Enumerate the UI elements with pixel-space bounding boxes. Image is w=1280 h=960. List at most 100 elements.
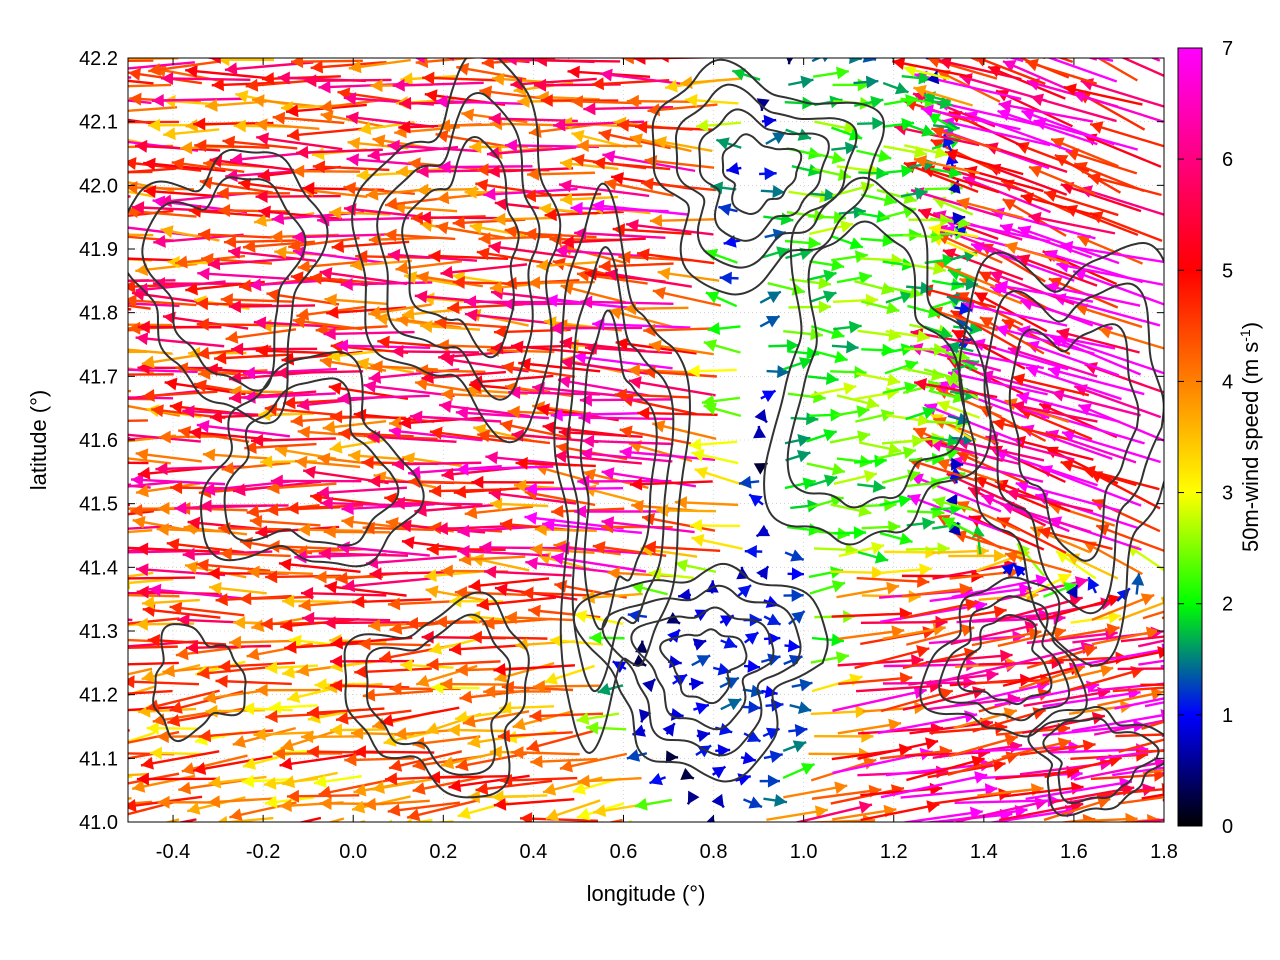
- wind-arrow-shaft: [1090, 773, 1164, 781]
- wind-arrow-head: [99, 658, 111, 671]
- wind-arrow-shaft: [925, 653, 1013, 664]
- wind-arrow: [635, 640, 648, 654]
- wind-arrow-shaft: [185, 280, 265, 292]
- wind-arrow-head: [67, 709, 79, 722]
- wind-arrow-head: [476, 247, 490, 261]
- wind-arrow-head: [1063, 83, 1077, 97]
- wind-arrow-head: [464, 308, 478, 322]
- wind-arrow-shaft: [250, 437, 336, 442]
- wind-arrow-head: [180, 141, 193, 155]
- wind-arrow-head: [542, 518, 555, 532]
- wind-arrow-shaft: [128, 389, 132, 393]
- wind-arrow-head: [141, 596, 155, 610]
- wind-arrow: [591, 199, 690, 216]
- wind-arrow-head: [346, 153, 360, 167]
- wind-arrow-head: [913, 155, 928, 168]
- wind-arrow-shaft: [942, 249, 1024, 281]
- wind-arrow-head: [414, 503, 427, 517]
- wind-arrow-head: [995, 324, 1009, 337]
- wind-arrow-head: [935, 615, 948, 629]
- wind-arrow-shaft: [526, 728, 598, 751]
- wind-arrow: [1161, 772, 1164, 775]
- wind-arrow-head: [695, 119, 709, 133]
- wind-arrow-head: [1219, 747, 1231, 760]
- wind-arrow-head: [834, 781, 848, 795]
- wind-arrow: [1004, 241, 1069, 265]
- wind-arrow: [128, 396, 174, 400]
- wind-arrow-shaft: [987, 65, 1066, 100]
- wind-arrow-head: [439, 399, 452, 413]
- wind-arrow: [415, 58, 482, 69]
- wind-arrow-head: [459, 690, 473, 704]
- wind-arrow-head: [1017, 254, 1031, 267]
- wind-arrow: [217, 815, 274, 822]
- wind-arrow-shaft: [326, 824, 392, 828]
- wind-arrow: [743, 659, 761, 673]
- y-tick-label: 41.5: [79, 494, 118, 516]
- wind-arrow-head: [551, 504, 564, 518]
- y-tick-label: 41.1: [79, 748, 118, 770]
- wind-arrow-shaft: [1019, 743, 1096, 756]
- wind-arrow-head: [580, 295, 593, 309]
- wind-arrow-head: [963, 249, 978, 263]
- wind-arrow-shaft: [1044, 756, 1122, 779]
- wind-arrow-head: [1098, 326, 1113, 339]
- wind-arrow-head: [45, 537, 57, 550]
- terrain-contour: [674, 83, 858, 269]
- wind-arrow-head: [572, 782, 587, 795]
- wind-arrow-head: [282, 775, 296, 789]
- wind-arrow-head: [228, 299, 241, 313]
- wind-arrow: [33, 349, 125, 362]
- y-axis-label: latitude (°): [26, 390, 51, 491]
- wind-arrow: [128, 348, 173, 355]
- wind-arrow: [787, 567, 804, 581]
- wind-arrow-head: [865, 396, 880, 410]
- wind-arrow-head: [128, 67, 142, 81]
- wind-arrow-shaft: [208, 58, 241, 59]
- wind-arrow: [316, 486, 408, 500]
- wind-arrow: [626, 749, 648, 762]
- wind-arrow-head: [387, 597, 401, 611]
- wind-arrow-head: [917, 43, 931, 55]
- wind-arrow: [435, 221, 505, 239]
- wind-arrow-head: [189, 426, 202, 440]
- wind-arrow-head: [296, 663, 310, 677]
- wind-arrow-head: [626, 749, 641, 762]
- wind-arrow-shaft: [1012, 438, 1094, 461]
- wind-arrow-head: [690, 677, 704, 691]
- wind-arrow-head: [215, 593, 228, 607]
- wind-arrow-head: [1030, 525, 1044, 538]
- wind-arrow-head: [1208, 815, 1220, 828]
- wind-arrow: [415, 271, 484, 288]
- wind-arrow-head: [717, 744, 731, 758]
- wind-arrow: [128, 59, 154, 63]
- wind-arrow: [297, 816, 322, 822]
- wind-arrow-shaft: [1089, 212, 1163, 243]
- wind-arrow-head: [527, 276, 541, 290]
- wind-arrow-head: [1203, 743, 1215, 756]
- wind-arrow: [469, 630, 548, 644]
- wind-arrow-head: [107, 779, 120, 792]
- wind-arrow-head: [471, 475, 484, 489]
- wind-arrow-head: [798, 357, 813, 370]
- wind-arrow: [900, 187, 928, 200]
- wind-arrow: [491, 790, 548, 804]
- wind-arrow-head: [344, 753, 357, 767]
- wind-arrow-head: [368, 474, 381, 488]
- wind-arrow-head: [748, 796, 763, 809]
- wind-arrow: [526, 728, 598, 753]
- wind-arrow-head: [550, 634, 563, 648]
- wind-arrow-head: [898, 743, 912, 757]
- wind-arrow-head: [635, 640, 648, 654]
- wind-arrow-head: [892, 58, 906, 70]
- wind-arrow-head: [225, 169, 238, 183]
- wind-arrow-head: [652, 420, 666, 433]
- wind-arrow-head: [143, 185, 157, 199]
- wind-arrow-head: [93, 705, 105, 718]
- wind-arrow-shaft: [637, 411, 718, 416]
- wind-arrow: [718, 203, 738, 216]
- wind-arrow: [479, 540, 572, 554]
- wind-arrow-head: [137, 320, 150, 334]
- wind-arrow-head: [203, 690, 217, 704]
- wind-arrow-shaft: [580, 300, 674, 306]
